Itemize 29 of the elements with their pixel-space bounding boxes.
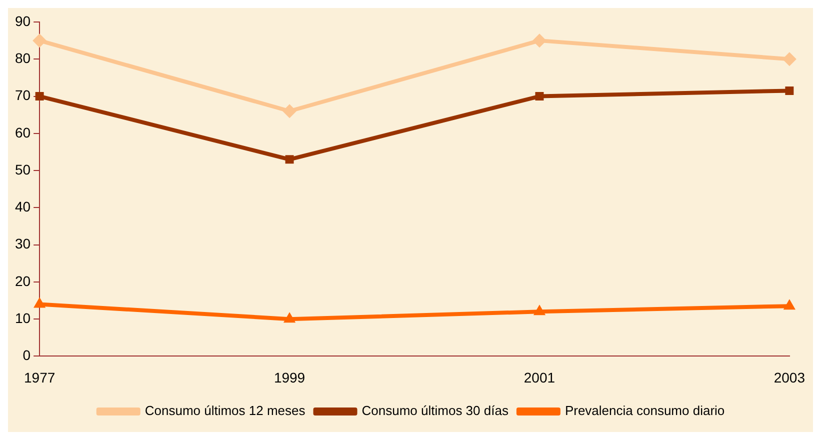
y-tick-label: 70 <box>14 87 31 104</box>
y-tick-label: 20 <box>14 272 31 289</box>
point <box>34 297 46 308</box>
y-tick-label: 10 <box>14 310 31 326</box>
x-tick-label: 1999 <box>274 369 306 386</box>
y-tick-label: 50 <box>14 161 31 178</box>
x-tick-label: 2003 <box>774 369 806 386</box>
y-tick-label: 30 <box>14 236 31 252</box>
legend-label: Consumo últimos 12 meses <box>144 403 306 418</box>
x-tick-label: 1977 <box>24 369 56 386</box>
y-tick-label: 80 <box>14 50 31 66</box>
legend-label: Consumo últimos 30 días <box>362 403 509 418</box>
y-tick-label: 0 <box>22 347 31 364</box>
point <box>783 299 796 310</box>
point <box>785 86 794 95</box>
point <box>533 304 546 316</box>
point <box>282 104 297 118</box>
point <box>535 92 544 101</box>
point <box>32 34 47 48</box>
y-tick-label: 90 <box>14 12 31 29</box>
y-tick-label: 40 <box>14 198 31 215</box>
point <box>285 155 294 164</box>
legend-label: Prevalencia consumo diario <box>564 403 725 418</box>
y-tick-label: 60 <box>14 124 31 140</box>
point <box>532 34 546 48</box>
point <box>35 92 44 101</box>
point <box>782 52 796 66</box>
point <box>283 312 296 323</box>
x-tick-label: 2001 <box>524 369 556 386</box>
